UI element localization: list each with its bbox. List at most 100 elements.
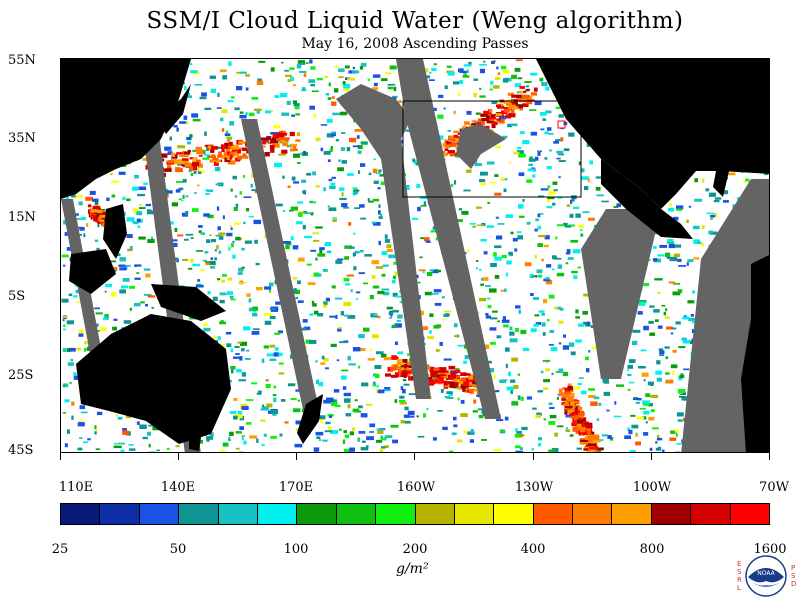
cloud-band-speckle (576, 408, 580, 413)
cloud-speckle (289, 67, 295, 70)
cloud-speckle (642, 416, 647, 420)
cloud-speckle (412, 158, 415, 162)
cloud-speckle (446, 65, 452, 68)
cloud-speckle (312, 171, 316, 176)
cloud-speckle (192, 263, 200, 267)
cloud-speckle (341, 203, 348, 208)
cloud-speckle (78, 329, 84, 334)
cloud-band-speckle (383, 357, 392, 361)
cloud-speckle (303, 73, 307, 78)
cloud-speckle (264, 233, 267, 239)
cloud-speckle (229, 411, 237, 414)
cloud-speckle (169, 136, 172, 141)
cloud-speckle (239, 426, 244, 430)
cloud-speckle (463, 360, 468, 364)
cloud-band-speckle (282, 141, 288, 147)
cloud-band-speckle (209, 159, 214, 163)
cloud-band-speckle (472, 380, 479, 385)
cloud-speckle (571, 198, 575, 202)
cloud-speckle (378, 240, 381, 246)
cloud-speckle (657, 291, 661, 294)
cloud-speckle (624, 435, 631, 439)
cloud-speckle (381, 288, 390, 291)
cloud-speckle (166, 447, 170, 450)
cloud-speckle (221, 279, 225, 283)
cloud-speckle (379, 213, 383, 217)
cloud-speckle (156, 449, 160, 452)
cloud-speckle (221, 128, 225, 132)
cloud-speckle (281, 112, 290, 116)
cloud-band-speckle (461, 377, 468, 382)
cloud-speckle (570, 239, 578, 243)
cloud-speckle (121, 164, 127, 167)
colorbar-label: 100 (283, 542, 309, 557)
cloud-speckle (441, 296, 445, 299)
cloud-band-speckle (472, 388, 480, 392)
cloud-speckle (174, 227, 178, 232)
cloud-speckle (278, 153, 286, 156)
cloud-speckle (366, 403, 373, 406)
cloud-speckle (470, 429, 474, 434)
cloud-speckle (87, 438, 91, 441)
cloud-band-speckle (448, 135, 454, 140)
cloud-speckle (539, 77, 544, 82)
cloud-speckle (264, 110, 271, 114)
cloud-speckle (510, 231, 514, 235)
cloud-speckle (192, 118, 201, 122)
cloud-speckle (326, 250, 331, 253)
cloud-speckle (376, 384, 379, 388)
cloud-speckle (551, 268, 555, 271)
cloud-speckle (329, 415, 332, 418)
cloud-speckle (202, 259, 207, 262)
cloud-speckle (297, 201, 304, 204)
cloud-speckle (228, 436, 231, 442)
cloud-speckle (360, 62, 367, 67)
cloud-speckle (284, 421, 289, 424)
cloud-speckle (239, 356, 243, 361)
cloud-speckle (70, 358, 74, 362)
cloud-speckle (343, 430, 347, 434)
cloud-speckle (548, 133, 554, 135)
cloud-speckle (686, 219, 689, 224)
cloud-speckle (473, 78, 478, 81)
cloud-speckle (332, 219, 337, 223)
cloud-speckle (614, 401, 617, 405)
cloud-speckle (189, 62, 193, 66)
cloud-speckle (336, 258, 344, 261)
cloud-speckle (136, 218, 142, 223)
cloud-speckle (522, 139, 530, 145)
cloud-band-speckle (295, 139, 301, 142)
cloud-band-speckle (452, 377, 457, 382)
cloud-band-speckle (559, 394, 563, 397)
cloud-speckle (256, 110, 260, 114)
cloud-speckle (335, 260, 343, 264)
cloud-band-speckle (584, 436, 589, 441)
colorbar-swatch (612, 504, 652, 524)
cloud-band-speckle (397, 359, 402, 364)
cloud-speckle (543, 244, 549, 248)
cloud-speckle (383, 291, 390, 296)
cloud-speckle (119, 257, 126, 262)
cloud-speckle (359, 204, 365, 208)
cloud-speckle (422, 326, 428, 331)
cloud-speckle (565, 262, 569, 265)
cloud-speckle (443, 107, 446, 110)
cloud-speckle (565, 429, 571, 432)
cloud-band-speckle (397, 362, 405, 366)
cloud-speckle (227, 277, 233, 281)
cloud-speckle (355, 291, 361, 294)
cloud-speckle (66, 320, 74, 325)
cloud-speckle (138, 186, 147, 190)
cloud-speckle (564, 225, 572, 228)
cloud-speckle (211, 239, 216, 243)
cloud-speckle (563, 334, 566, 338)
cloud-speckle (665, 372, 670, 375)
cloud-speckle (269, 358, 277, 361)
cloud-band-speckle (196, 159, 201, 165)
cloud-speckle (394, 341, 398, 345)
cloud-speckle (479, 268, 482, 271)
cloud-speckle (95, 312, 103, 315)
cloud-speckle (535, 156, 539, 161)
cloud-speckle (75, 195, 83, 198)
cloud-speckle (315, 185, 320, 188)
